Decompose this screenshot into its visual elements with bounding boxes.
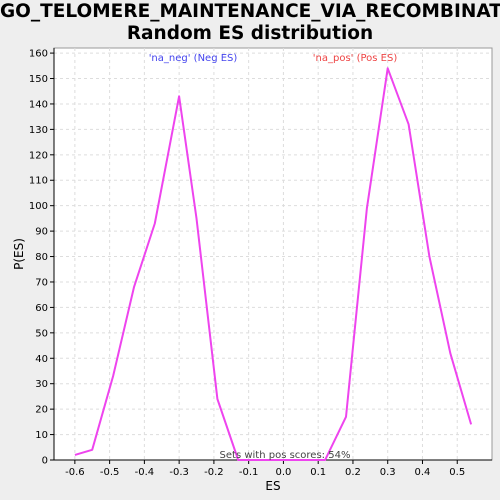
y-tick-label: 100: [29, 201, 48, 212]
x-tick-label: 0.2: [345, 467, 361, 478]
neg-es-label: 'na_neg' (Neg ES): [149, 53, 238, 64]
x-tick-label: 0.4: [415, 467, 431, 478]
x-tick-label: -0.2: [204, 467, 224, 478]
y-tick-label: 40: [35, 354, 48, 365]
chart-title-line-2: Random ES distribution: [126, 23, 374, 44]
y-tick-label: 120: [29, 150, 48, 161]
pos-score-footer: Sets with pos scores: 54%: [220, 450, 351, 461]
y-tick-label: 30: [35, 379, 48, 390]
series-group: [74, 67, 473, 461]
y-tick-label: 90: [35, 227, 48, 238]
es-distribution-line: [74, 67, 473, 461]
y-tick-label: 80: [35, 252, 48, 263]
y-tick-label: 0: [42, 456, 48, 467]
x-tick-label: -0.5: [100, 467, 120, 478]
y-axis-ticks: 0 10 20 30 40 50 60 70 80 90 100 110 120 130 140 150 160: [29, 49, 54, 467]
x-tick-label: -0.6: [65, 467, 85, 478]
grid-lines: [54, 48, 492, 461]
y-tick-label: 10: [35, 430, 48, 441]
y-tick-label: 20: [35, 405, 48, 416]
y-tick-label: 160: [29, 49, 48, 60]
y-tick-label: 150: [29, 74, 48, 85]
x-tick-label: -0.1: [239, 467, 259, 478]
y-axis-label: P(ES): [12, 238, 26, 270]
x-tick-label: 0.3: [380, 467, 396, 478]
y-tick-label: 110: [29, 176, 48, 187]
chart-title-line-1: GO_TELOMERE_MAINTENANCE_VIA_RECOMBINATIO…: [0, 1, 500, 22]
plot-area: [53, 47, 493, 461]
x-axis-ticks: -0.6 -0.5 -0.4 -0.3 -0.2 -0.1 0.0 0.1 0.2 0.3 0.4 0…: [65, 460, 465, 478]
x-axis-label: ES: [265, 479, 280, 493]
x-tick-label: 0.1: [310, 467, 326, 478]
x-tick-label: -0.4: [135, 467, 155, 478]
x-tick-label: -0.3: [169, 467, 189, 478]
y-tick-label: 60: [35, 303, 48, 314]
y-tick-label: 70: [35, 277, 48, 288]
y-tick-label: 140: [29, 99, 48, 110]
y-tick-label: 130: [29, 125, 48, 136]
y-tick-label: 50: [35, 328, 48, 339]
pos-es-label: 'na_pos' (Pos ES): [313, 53, 398, 64]
x-tick-label: 0.5: [449, 467, 465, 478]
x-tick-label: 0.0: [275, 467, 291, 478]
